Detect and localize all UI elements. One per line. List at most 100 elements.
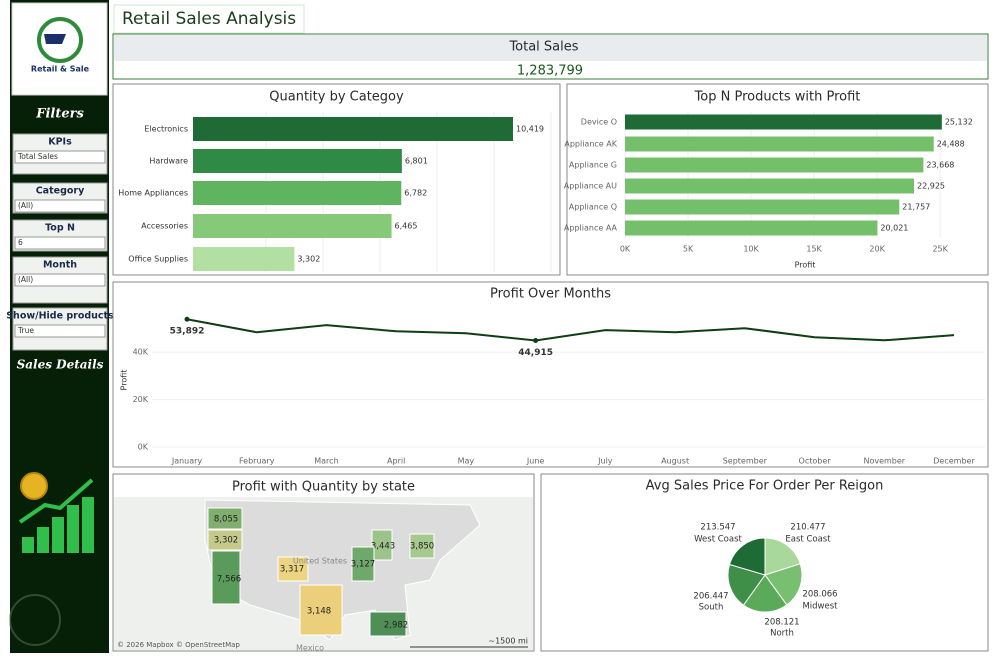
- logo-cart: [44, 34, 66, 44]
- y-tick-label: 40K: [133, 348, 149, 357]
- value-label: 10,419: [516, 125, 544, 134]
- category-label: Appliance AU: [564, 182, 617, 191]
- logo-box: [11, 2, 108, 96]
- value-label: 20,021: [880, 224, 908, 233]
- bar: [625, 157, 924, 173]
- filter-label: Top N: [45, 223, 75, 234]
- filter-value: True: [17, 326, 34, 335]
- state-label: 3,850: [410, 542, 434, 552]
- category-label: Home Appliances: [118, 189, 188, 198]
- x-tick-label: December: [933, 457, 975, 466]
- state-label: 2,982: [384, 621, 408, 631]
- x-tick-label: February: [239, 457, 275, 466]
- bar: [625, 136, 934, 152]
- filter-label: Show/Hide products: [6, 311, 114, 322]
- slice: [727, 563, 766, 606]
- slice-label: South: [699, 603, 724, 613]
- panel: [112, 281, 989, 468]
- category-label: Hardware: [149, 157, 188, 166]
- category-label: Device O: [581, 118, 617, 127]
- category-label: Electronics: [144, 125, 188, 134]
- logo-icon: [37, 17, 83, 63]
- state-label: 3,148: [307, 607, 331, 617]
- x-tick-label: 25K: [932, 245, 948, 254]
- panel: [112, 83, 561, 276]
- x-tick-label: 5K: [683, 245, 694, 254]
- deco-arrow: [18, 478, 94, 524]
- x-axis-label: Profit: [795, 261, 816, 270]
- bar: [625, 220, 878, 236]
- category-label: Appliance AA: [564, 224, 618, 233]
- filter-value: (All): [18, 201, 33, 210]
- logo-text: Retail & Sale: [31, 65, 90, 74]
- state-label: 3,443: [371, 542, 395, 552]
- chart-title: Profit Over Months: [490, 287, 611, 302]
- coin: [20, 472, 48, 500]
- x-tick-label: 10K: [743, 245, 759, 254]
- state: [409, 533, 435, 559]
- filter-control[interactable]: [14, 236, 106, 250]
- state: [207, 507, 243, 530]
- filter-label: Category: [36, 186, 85, 197]
- deco-bar: [22, 537, 34, 553]
- x-tick-label: July: [597, 457, 613, 466]
- filter-control[interactable]: [14, 273, 106, 287]
- y-tick-label: 0K: [138, 443, 149, 452]
- x-tick-label: April: [387, 457, 405, 466]
- slice-value: 208.121: [764, 618, 799, 628]
- details-title: Sales Details: [17, 358, 104, 372]
- chart-title: Top N Products with Profit: [694, 90, 861, 105]
- chart-title: Profit with Quantity by state: [232, 480, 415, 495]
- x-tick-label: October: [799, 457, 832, 466]
- value-label: 23,668: [926, 161, 954, 170]
- line: [186, 318, 955, 342]
- value-label: 21,757: [902, 203, 930, 212]
- bar: [625, 199, 900, 215]
- x-tick-label: March: [314, 457, 338, 466]
- x-tick-label: August: [661, 457, 689, 466]
- state: [277, 556, 309, 582]
- value-label: 24,488: [937, 140, 965, 149]
- value-label: 6,782: [404, 189, 427, 198]
- slice: [764, 563, 803, 606]
- slice-value: 210.477: [790, 523, 825, 533]
- x-tick-label: January: [171, 457, 203, 466]
- bar: [625, 114, 942, 130]
- filter-control[interactable]: [14, 199, 106, 213]
- filter-value: 6: [18, 238, 23, 247]
- category-label: Appliance Q: [569, 203, 617, 212]
- filters-title: Filters: [35, 107, 84, 122]
- value-label: 6,465: [395, 222, 418, 231]
- value-label: 53,892: [170, 327, 205, 337]
- state: [369, 611, 407, 637]
- filter-value: (All): [18, 275, 33, 284]
- slice-label: East Coast: [785, 535, 831, 545]
- state-label: 3,317: [280, 565, 304, 575]
- x-tick-label: May: [458, 457, 475, 466]
- page-title: Retail Sales Analysis: [122, 9, 296, 29]
- value-label: 25,132: [945, 118, 973, 127]
- bar: [625, 178, 915, 194]
- bar: [193, 214, 392, 238]
- state-label: 8,055: [214, 515, 238, 525]
- chart-title: Avg Sales Price For Order Per Reigon: [646, 479, 884, 494]
- category-label: Office Supplies: [128, 255, 188, 264]
- deco-bar: [37, 527, 49, 553]
- y-tick-label: 20K: [133, 395, 149, 404]
- sales-graphic: [9, 472, 94, 646]
- value-label: 6,801: [405, 157, 428, 166]
- filter-control[interactable]: [14, 324, 106, 338]
- slice-label: North: [770, 629, 794, 639]
- bar: [193, 181, 402, 205]
- slice-value: 206.447: [693, 592, 728, 602]
- slice-value: 213.547: [700, 523, 735, 533]
- slice: [742, 574, 788, 613]
- filter-control[interactable]: [14, 150, 106, 164]
- x-tick-label: 0K: [620, 245, 631, 254]
- place-label: Mexico: [296, 644, 324, 653]
- slice-label: West Coast: [694, 535, 742, 545]
- deco-bar: [67, 505, 79, 553]
- category-label: Appliance G: [569, 161, 617, 170]
